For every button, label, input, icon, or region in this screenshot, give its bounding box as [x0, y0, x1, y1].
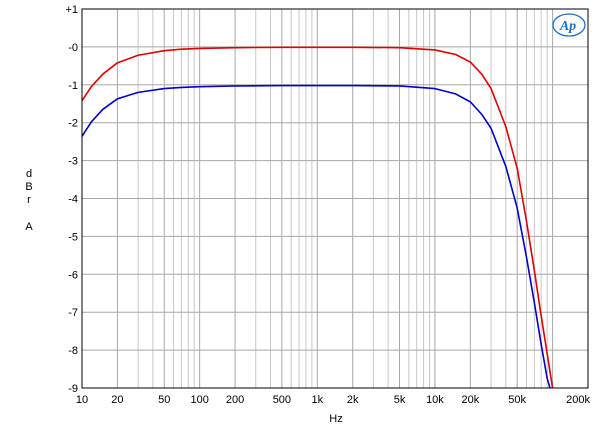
x-tick-label: 200	[226, 394, 244, 406]
y-axis-letter-r: r	[27, 194, 31, 206]
y-axis-letter-a: A	[25, 221, 33, 233]
series-line-2	[81, 84, 551, 389]
x-tick-label: 50k	[508, 394, 526, 406]
plot-frame	[81, 8, 589, 389]
y-tick-label: -7	[68, 307, 78, 319]
x-tick-label: 20	[111, 394, 123, 406]
ap-logo-oval	[552, 13, 586, 37]
y-axis-label: d B r A	[25, 168, 33, 233]
x-tick-labels: 10 20 50 100 200 500 1k 2k 5k 10k 20k 50k 200k	[76, 394, 591, 406]
y-tick-label: -0	[68, 42, 78, 54]
x-tick-label: 10k	[426, 394, 444, 406]
series-group	[81, 46, 554, 389]
y-axis-letter-d: d	[26, 168, 32, 180]
x-tick-label: 50	[158, 394, 170, 406]
y-tick-label: -8	[68, 345, 78, 357]
grid	[82, 9, 588, 388]
x-axis-label: Hz	[329, 413, 342, 425]
x-tick-label: 100	[190, 394, 208, 406]
y-tick-label: -2	[68, 118, 78, 130]
x-tick-label: 500	[273, 394, 291, 406]
y-tick-label: -6	[68, 269, 78, 281]
y-tick-label: -4	[68, 194, 78, 206]
y-tick-label: -1	[68, 80, 78, 92]
y-tick-label: -9	[68, 383, 78, 395]
x-tick-label: 1k	[311, 394, 323, 406]
x-tick-label: 5k	[394, 394, 406, 406]
x-tick-label: 10	[76, 394, 88, 406]
y-tick-label: -3	[68, 156, 78, 168]
x-tick-label: 200k	[566, 394, 590, 406]
x-tick-label: 20k	[461, 394, 479, 406]
y-axis-letter-b: B	[25, 181, 32, 193]
series-line-1	[81, 46, 554, 389]
y-tick-label: +1	[65, 4, 78, 16]
ap-logo-text: Ap	[559, 19, 576, 34]
y-tick-label: -5	[68, 231, 78, 243]
y-tick-labels: +1 -0 -1 -2 -3 -4 -5 -6 -7 -8 -9	[65, 4, 78, 395]
ap-logo: Ap	[552, 13, 586, 37]
x-tick-label: 2k	[347, 394, 359, 406]
